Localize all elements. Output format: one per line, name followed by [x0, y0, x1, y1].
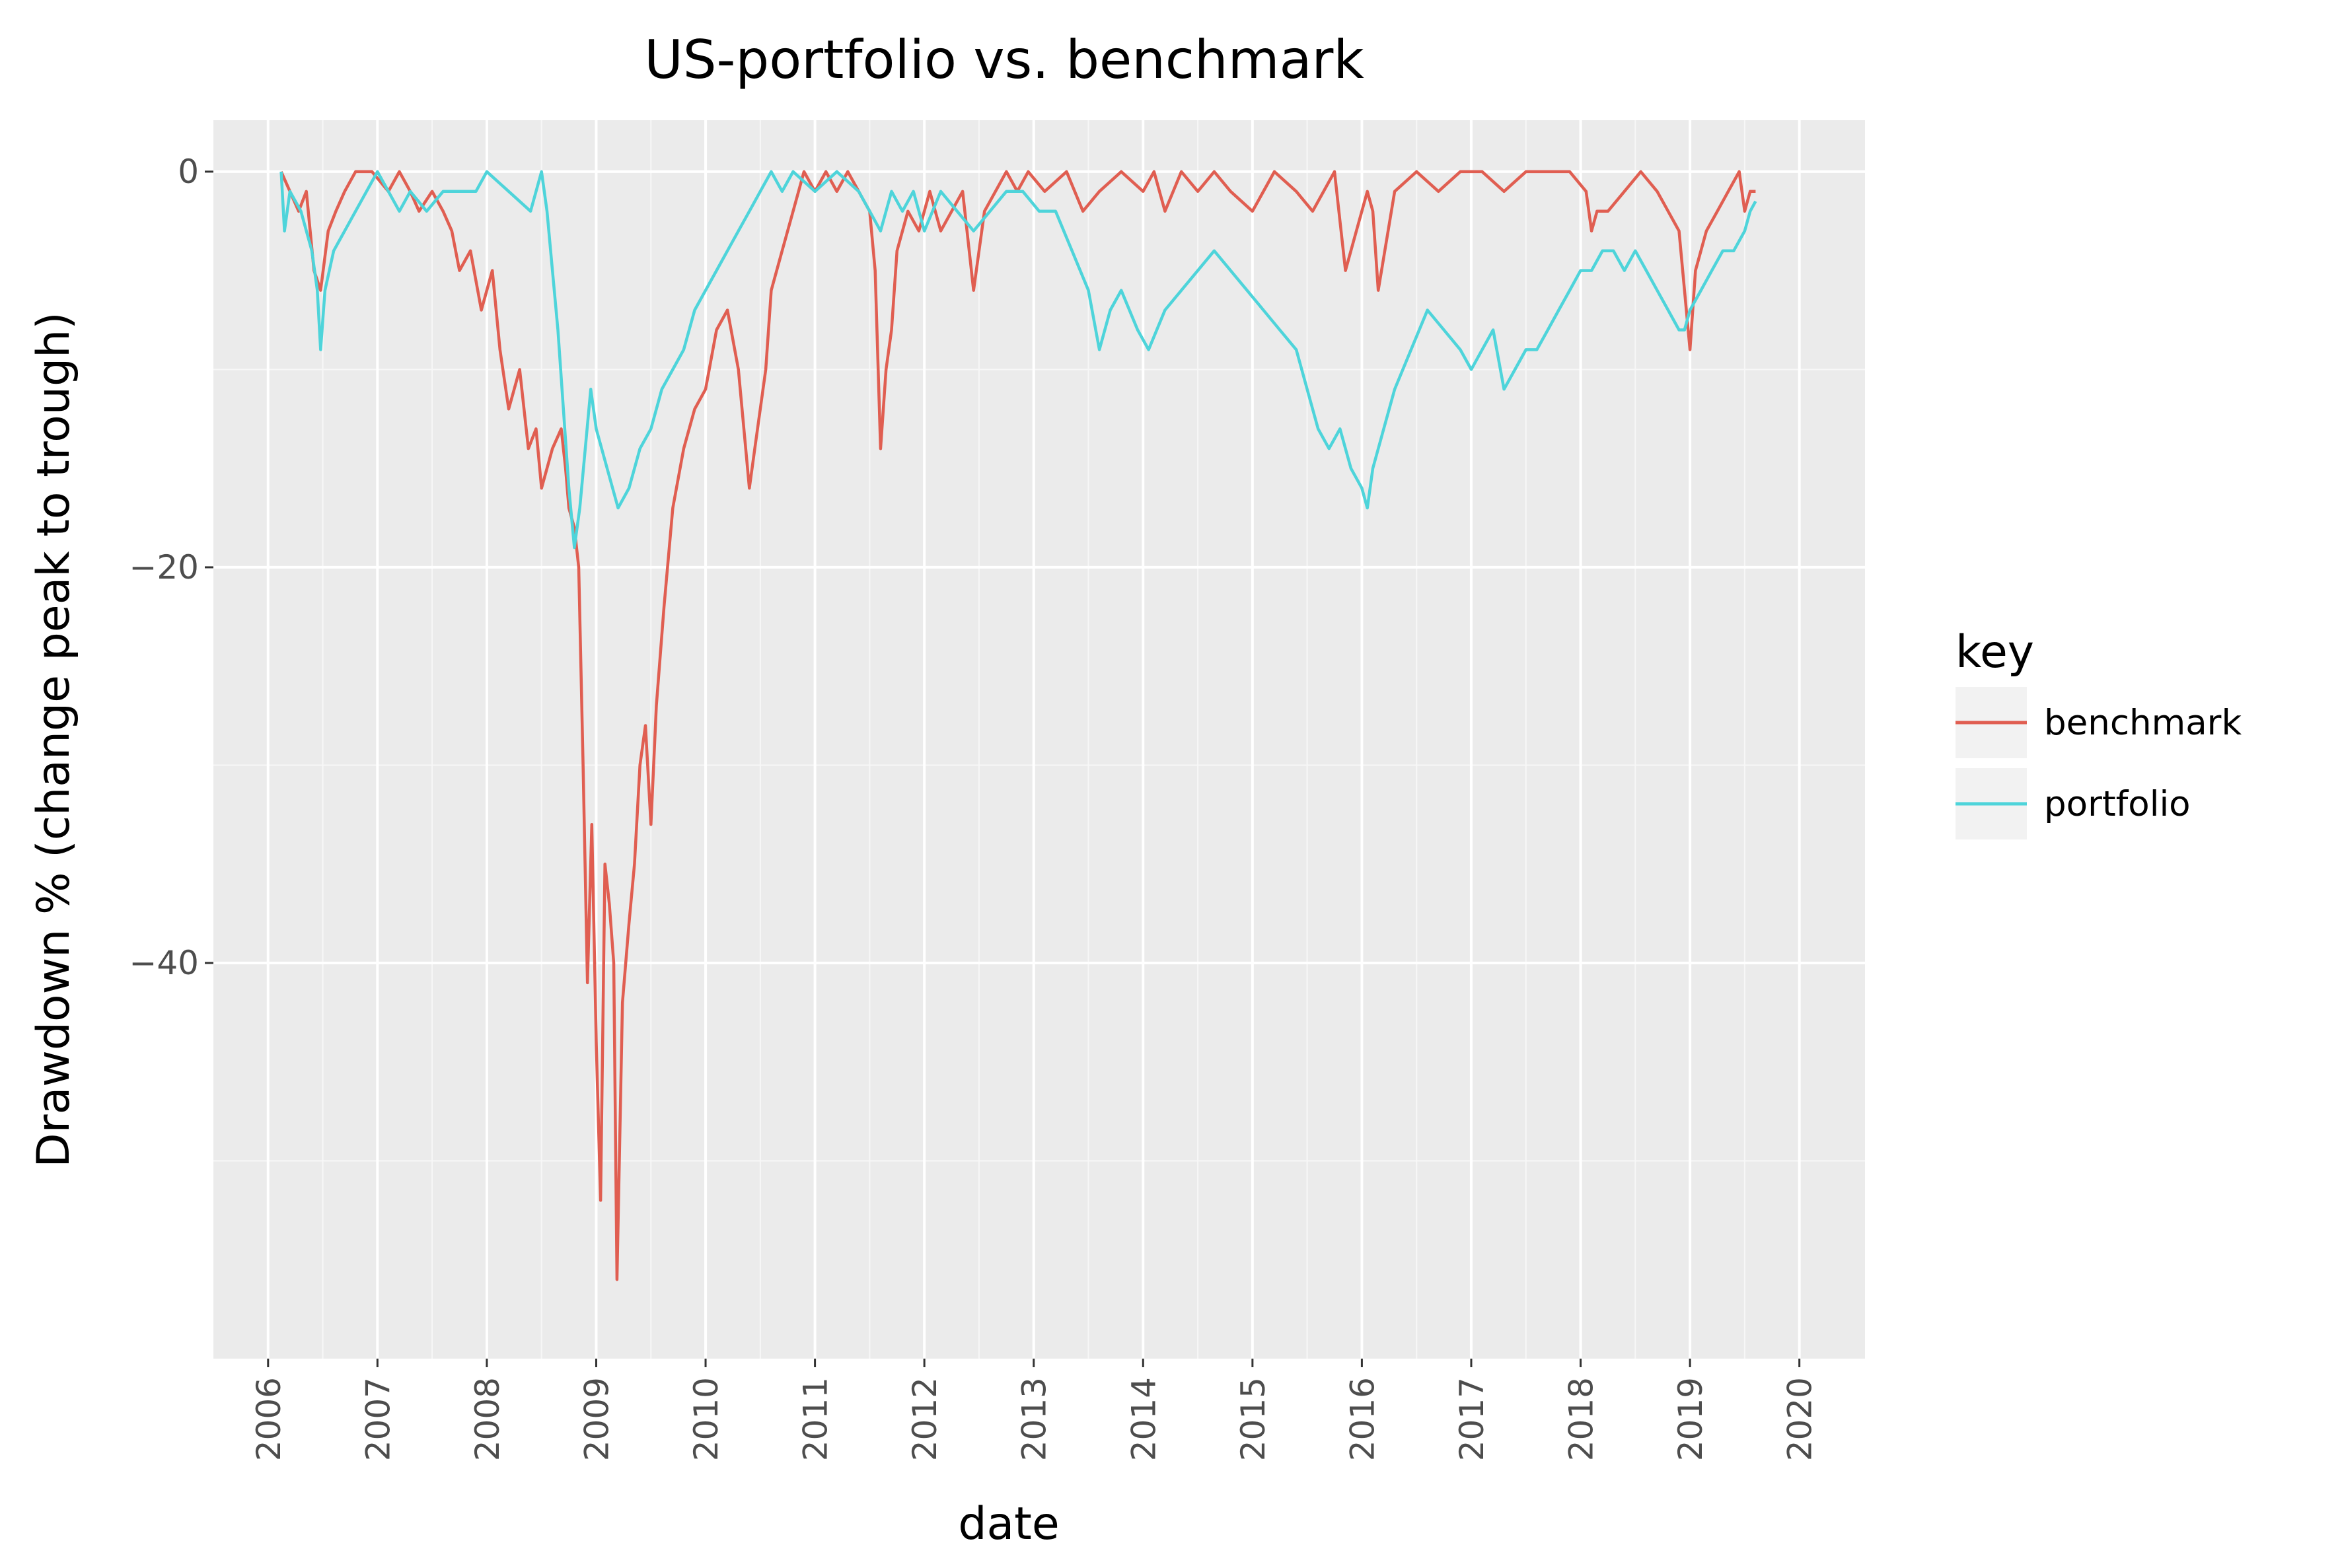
grid-minor	[213, 120, 1865, 1359]
x-tick-label: 2009	[577, 1377, 616, 1461]
x-axis-title: date	[958, 1498, 1059, 1550]
y-axis: 0 −20 −40	[129, 153, 213, 982]
x-tick-label: 2015	[1234, 1377, 1272, 1461]
x-tick-label: 2006	[250, 1377, 288, 1461]
x-tick-label: 2013	[1015, 1377, 1054, 1461]
legend-label-portfolio: portfolio	[2044, 784, 2191, 824]
y-axis-title: Drawdown % (change peak to trough)	[28, 312, 80, 1168]
x-tick-label: 2017	[1453, 1377, 1491, 1461]
x-axis: 2006 2007 2008 2009 2010 2011 2012 2013 2014 2015…	[250, 1359, 1819, 1461]
y-tick-label: −20	[129, 548, 199, 587]
x-tick-label: 2007	[359, 1377, 397, 1461]
y-tick-label: −40	[129, 944, 199, 982]
x-tick-label: 2019	[1671, 1377, 1710, 1461]
chart-title: US-portfolio vs. benchmark	[644, 29, 1364, 90]
x-tick-label: 2012	[906, 1377, 944, 1461]
x-tick-label: 2008	[468, 1377, 507, 1461]
legend-label-benchmark: benchmark	[2044, 703, 2242, 743]
legend: key benchmark portfolio	[1956, 626, 2242, 839]
series-layer	[279, 170, 1757, 1281]
plot-panel	[213, 120, 1865, 1359]
x-tick-label: 2010	[687, 1377, 725, 1461]
x-tick-label: 2014	[1124, 1377, 1163, 1461]
x-tick-label: 2016	[1343, 1377, 1381, 1461]
legend-title: key	[1956, 626, 2034, 678]
x-tick-label: 2011	[797, 1377, 835, 1461]
x-tick-label: 2018	[1562, 1377, 1601, 1461]
series-line-benchmark	[279, 170, 1756, 1281]
y-tick-label: 0	[178, 153, 199, 191]
series-line-portfolio	[279, 170, 1757, 550]
x-tick-label: 2020	[1781, 1377, 1819, 1461]
